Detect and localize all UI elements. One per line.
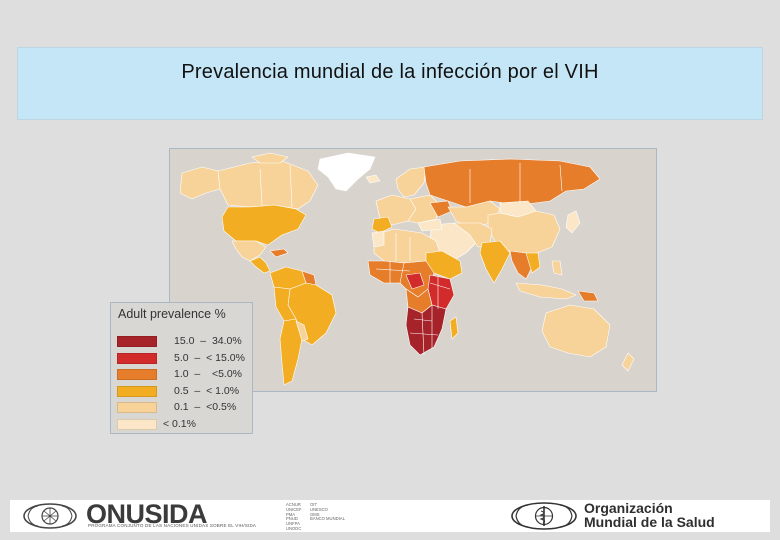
madagascar xyxy=(449,316,459,340)
legend-item: 0.1 – <0.5% xyxy=(117,401,252,414)
legend-label: 1.0 – <5.0% xyxy=(174,368,243,380)
legend-label: 5.0 – < 15.0% xyxy=(174,351,245,364)
who-emblem-icon xyxy=(511,502,577,530)
who-logo-text: Organización Mundial de la Salud xyxy=(584,500,715,530)
legend-swatch xyxy=(117,385,157,397)
scandinavia xyxy=(395,166,427,198)
arctic-islands xyxy=(251,152,289,164)
legend-label: < 0.1% xyxy=(163,417,196,430)
greenland xyxy=(317,152,376,192)
legend-swatch xyxy=(117,402,157,413)
russia xyxy=(423,158,601,208)
legend: Adult prevalence % 15.0 – 34.0% 5.0 – < 1… xyxy=(110,302,253,434)
slide-title: Prevalencia mundial de la infección por … xyxy=(181,61,599,83)
agencies-column-2: OIT UNESCO OMS BANCO MUNDIAL xyxy=(310,502,345,522)
legend-item: 0.5 – < 1.0% xyxy=(117,384,252,398)
legend-item: 5.0 – < 15.0% xyxy=(117,351,252,365)
new-zealand xyxy=(621,352,635,372)
iberia xyxy=(371,216,393,234)
who-line-2: Mundial de la Salud xyxy=(584,513,715,530)
legend-swatch xyxy=(117,352,157,364)
southern-africa xyxy=(405,304,447,356)
papua-new-guinea xyxy=(577,290,599,302)
caribbean xyxy=(269,248,289,258)
iceland xyxy=(365,174,381,184)
turkey xyxy=(417,218,443,232)
japan xyxy=(565,210,581,234)
who-line-1: Organización xyxy=(584,500,673,516)
mexico xyxy=(231,240,267,262)
usa xyxy=(221,204,307,246)
central-african-red xyxy=(405,272,425,290)
alaska xyxy=(179,166,221,200)
indonesia xyxy=(515,282,577,300)
vietnam-laos xyxy=(525,252,541,274)
agencies-column-1: ACNUR UNICEF PMA PNUD UNFPA UNODC xyxy=(286,502,302,531)
philippines xyxy=(551,260,563,276)
legend-title: Adult prevalence % xyxy=(118,307,226,321)
legend-label: 15.0 – 34.0% xyxy=(174,335,242,347)
legend-label: 0.1 – <0.5% xyxy=(174,401,237,413)
india xyxy=(479,240,511,284)
onusida-subtitle: PROGRAMA CONJUNTO DE LAS NACIONES UNIDAS… xyxy=(88,523,257,528)
legend-item: < 0.1% xyxy=(117,417,252,431)
legend-item: 1.0 – <5.0% xyxy=(117,368,252,381)
title-banner: Prevalencia mundial de la infección por … xyxy=(17,47,763,120)
legend-swatch xyxy=(117,369,157,380)
footer-logos: ONUSIDA PROGRAMA CONJUNTO DE LAS NACIONE… xyxy=(10,499,770,532)
legend-swatch xyxy=(117,418,157,430)
legend-swatch xyxy=(117,336,157,347)
australia xyxy=(541,304,611,358)
legend-item: 15.0 – 34.0% xyxy=(117,335,252,348)
legend-label: 0.5 – < 1.0% xyxy=(174,384,240,397)
morocco xyxy=(371,230,385,248)
un-emblem-icon xyxy=(23,503,77,529)
central-america xyxy=(249,256,271,274)
eastern-europe xyxy=(407,194,441,224)
china xyxy=(487,210,561,256)
paraguay-uruguay xyxy=(295,320,309,342)
onusida-logo: ONUSIDA xyxy=(86,499,208,529)
